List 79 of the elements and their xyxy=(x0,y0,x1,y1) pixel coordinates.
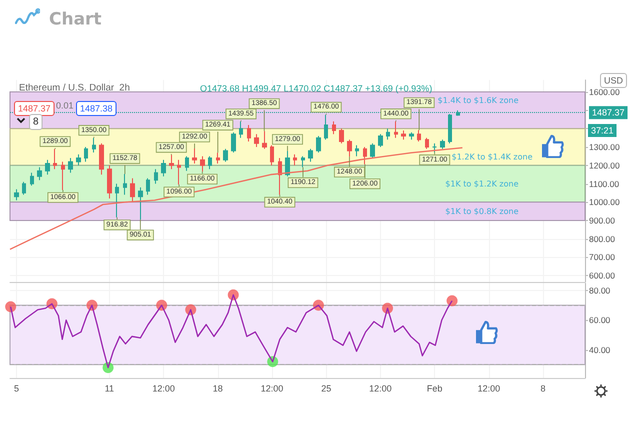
annotation: 0.01 xyxy=(56,100,74,110)
band-label: $1K to $0.8K zone xyxy=(445,206,519,216)
candlestick xyxy=(92,137,96,154)
candlestick xyxy=(355,144,359,157)
candlestick xyxy=(231,132,236,154)
candlestick xyxy=(254,134,259,148)
candlestick xyxy=(14,188,19,201)
y-tick-label: 700.00 xyxy=(589,252,616,262)
candlestick xyxy=(386,128,390,140)
x-tick-label: 5 xyxy=(14,384,19,394)
candlestick xyxy=(45,159,50,176)
candlestick xyxy=(247,124,251,142)
annotation: 1487.38 xyxy=(80,104,113,114)
candlestick xyxy=(370,142,375,159)
candlestick xyxy=(308,148,313,162)
candlestick xyxy=(332,120,336,135)
candlestick xyxy=(278,158,282,196)
y-tick-label: 1000.00 xyxy=(589,197,620,208)
candlestick xyxy=(22,181,26,196)
annotation: O1473.68 H1499.47 L1470.02 C1487.37 +13.69 (+0.93%) xyxy=(200,84,432,94)
candlestick xyxy=(440,139,445,150)
y-tick-label: 800.00 xyxy=(589,234,616,244)
band-label: $1K to $1.2K zone xyxy=(445,179,519,188)
y-tick-label: 40.00 xyxy=(589,344,611,355)
candlestick xyxy=(208,156,212,170)
annotation: 8 xyxy=(33,116,39,128)
chart-title: Chart xyxy=(49,10,102,30)
candlestick xyxy=(185,156,189,172)
candlestick xyxy=(146,178,150,196)
candlestick xyxy=(200,156,205,172)
candlestick xyxy=(223,148,228,162)
y-tick-label: 1300.00 xyxy=(589,142,620,152)
candlestick xyxy=(394,120,398,138)
x-tick-label: 25 xyxy=(321,384,332,394)
x-tick-label: 12:00 xyxy=(152,384,175,394)
x-tick-label: 12:00 xyxy=(260,384,284,394)
y-tick-label: 1200.00 xyxy=(589,160,620,170)
candlestick xyxy=(177,159,181,185)
x-tick-label: 18 xyxy=(212,384,223,394)
candlestick xyxy=(432,142,437,153)
x-tick-label: 8 xyxy=(540,384,546,394)
band-label: $1.2K to $1.4K zone xyxy=(452,152,533,162)
candlestick xyxy=(161,159,166,177)
text: USD xyxy=(604,76,624,86)
y-tick-label: 600.00 xyxy=(589,270,616,281)
y-tick-label: 1600.00 xyxy=(589,86,620,97)
candlestick xyxy=(270,144,274,166)
band-label: $1.4K to $1.6K zone xyxy=(438,96,519,105)
candlestick xyxy=(409,132,414,140)
x-tick-label: 11 xyxy=(104,384,114,394)
candlestick xyxy=(99,142,104,176)
ref-line-label: 1487.37 xyxy=(18,104,51,114)
candlestick xyxy=(84,146,88,162)
candlestick xyxy=(130,178,135,203)
candlestick xyxy=(154,168,158,184)
candlestick xyxy=(37,166,42,181)
y-tick-label: 80.00 xyxy=(589,285,611,296)
y-tick-label: 900.00 xyxy=(589,215,616,226)
candlestick xyxy=(68,158,73,174)
candlestick xyxy=(107,164,112,199)
candlestick xyxy=(293,154,297,166)
candlestick xyxy=(425,137,429,150)
candlestick xyxy=(239,120,243,138)
chart-subtitle: Ethereum / U.S. Dollar 2h xyxy=(19,82,130,94)
candlestick xyxy=(76,154,81,166)
x-tick-label: 12:00 xyxy=(369,384,392,394)
candlestick xyxy=(61,161,65,190)
x-tick-label: 12:00 xyxy=(478,384,500,394)
text: 1487.37 xyxy=(592,108,625,118)
candlestick xyxy=(339,128,344,144)
y-tick-label: 1100.00 xyxy=(589,178,620,189)
y-tick-label: 60.00 xyxy=(589,315,611,326)
candlestick xyxy=(378,134,383,148)
candlestick xyxy=(30,172,34,186)
candlestick xyxy=(115,183,119,218)
candlestick xyxy=(316,136,321,154)
candlestick xyxy=(401,130,406,140)
text: 37:21 xyxy=(591,126,614,136)
x-tick-label: Feb xyxy=(426,384,442,394)
